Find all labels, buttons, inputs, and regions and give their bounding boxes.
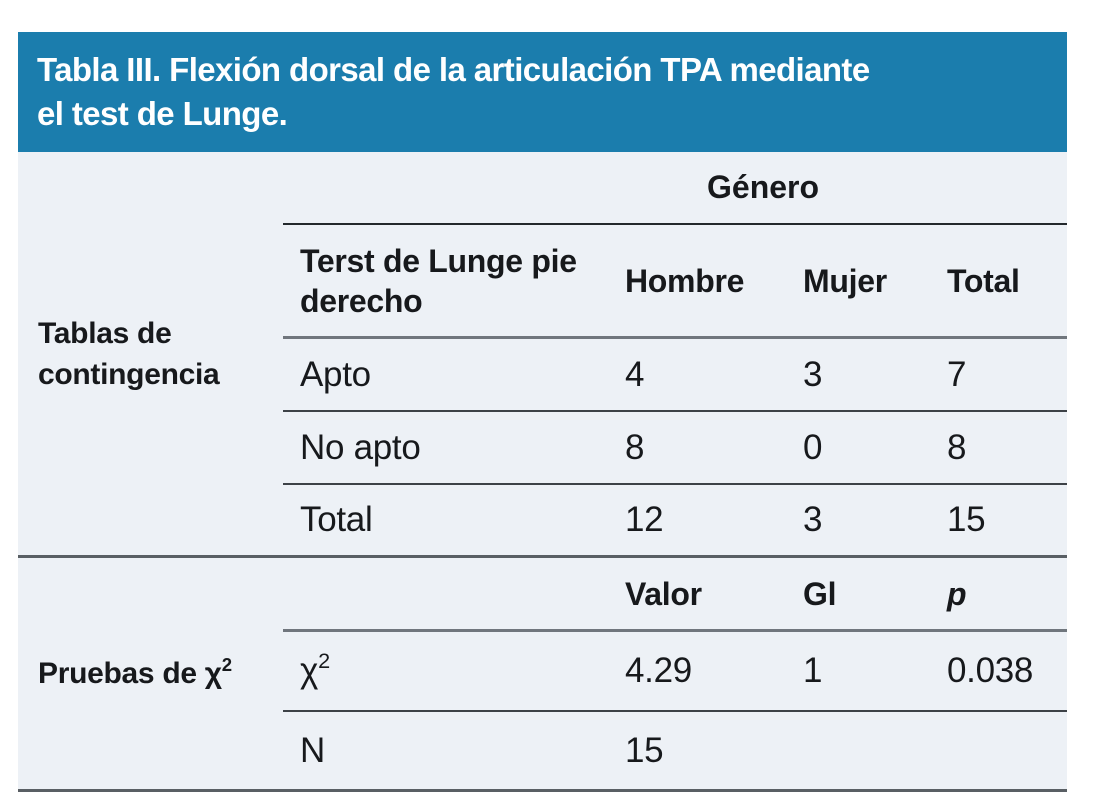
column-header-valor: Valor xyxy=(607,558,787,632)
cell-total-hombre: 12 xyxy=(607,485,787,558)
cell-n-p-empty xyxy=(927,712,1067,792)
column-header-p: p xyxy=(927,558,1067,632)
cell-n-gl-empty xyxy=(787,712,927,792)
table-title: Tabla III. Flexión dorsal de la articula… xyxy=(37,48,1053,136)
cell-chi-gl: 1 xyxy=(787,632,927,712)
column-header-mujer: Mujer xyxy=(787,225,927,339)
group-header-genero: Género xyxy=(283,152,1067,225)
chi-symbol: χ xyxy=(204,657,222,690)
cell-apto-hombre: 4 xyxy=(607,339,787,412)
row-header-apto: Apto xyxy=(283,339,607,412)
column-header-total: Total xyxy=(927,225,1067,339)
row-header-n: N xyxy=(283,712,607,792)
statistics-table: Tablas de contingencia Género Terst de L… xyxy=(18,152,1067,792)
cell-apto-total: 7 xyxy=(927,339,1067,412)
column-header-test-lunge: Terst de Lunge pie derecho xyxy=(283,225,607,339)
section-label-prefix: Pruebas de xyxy=(38,657,205,690)
cell-chi-valor: 4.29 xyxy=(607,632,787,712)
column-header-empty xyxy=(283,558,607,632)
table-title-line1: Tabla III. Flexión dorsal de la articula… xyxy=(37,51,870,88)
cell-no-apto-total: 8 xyxy=(927,412,1067,485)
cell-total-total: 15 xyxy=(927,485,1067,558)
table-title-banner: Tabla III. Flexión dorsal de la articula… xyxy=(18,32,1067,152)
cell-no-apto-hombre: 8 xyxy=(607,412,787,485)
section-label-contingency: Tablas de contingencia xyxy=(18,152,283,558)
cell-total-mujer: 3 xyxy=(787,485,927,558)
cell-no-apto-mujer: 0 xyxy=(787,412,927,485)
chi-symbol: χ xyxy=(300,651,319,690)
cell-n-valor: 15 xyxy=(607,712,787,792)
column-header-hombre: Hombre xyxy=(607,225,787,339)
cell-apto-mujer: 3 xyxy=(787,339,927,412)
row-header-total: Total xyxy=(283,485,607,558)
row-header-no-apto: No apto xyxy=(283,412,607,485)
column-header-gl: Gl xyxy=(787,558,927,632)
cell-chi-p: 0.038 xyxy=(927,632,1067,712)
table-title-line2: el test de Lunge. xyxy=(37,95,288,132)
